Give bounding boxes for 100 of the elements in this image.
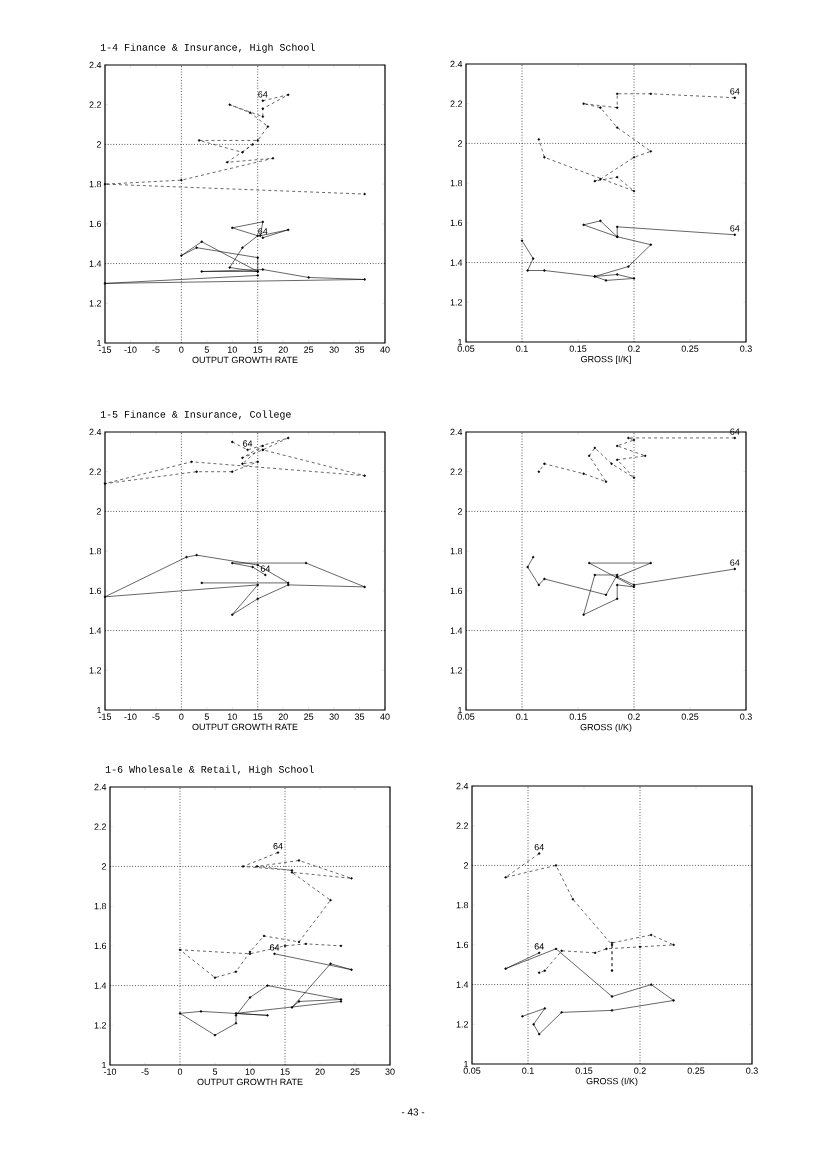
x-axis-title: GROSS [I/K]	[581, 355, 631, 365]
x-tick-label: 5	[204, 346, 209, 353]
x-tick-label: 0.3	[740, 713, 752, 720]
x-tick-label: 0	[177, 1068, 183, 1075]
y-tick-label: 2	[101, 863, 107, 870]
annotation: 64	[260, 565, 271, 572]
x-tick-label: -5	[141, 1068, 149, 1075]
annotation: 64	[730, 225, 740, 232]
x-tick-label: 40	[380, 346, 390, 353]
y-tick-label: 1.6	[456, 941, 469, 949]
x-tick-label: 0.1	[516, 345, 528, 352]
y-tick-label: 1.6	[89, 587, 102, 595]
y-tick-label: 2.4	[456, 782, 469, 790]
y-tick-label: 1.4	[456, 981, 469, 988]
y-tick-label: 1.8	[89, 547, 102, 555]
y-tick-label: 1.2	[89, 300, 102, 307]
x-axis-title: OUTPUT GROWTH RATE	[192, 723, 298, 731]
x-tick-label: 10	[227, 346, 237, 353]
x-tick-label: 15	[253, 713, 263, 720]
x-tick-label: 15	[253, 346, 263, 353]
x-tick-label: 0.2	[628, 345, 640, 352]
y-tick-label: 2	[96, 508, 102, 515]
y-tick-label: 2	[96, 141, 102, 148]
y-tick-label: 2.4	[89, 61, 102, 69]
annotation: 64	[243, 440, 253, 447]
annotation: 64	[258, 91, 268, 98]
annotation: 64	[258, 228, 268, 235]
x-tick-label: 0.05	[457, 713, 475, 720]
y-tick-label: 1	[458, 338, 463, 346]
x-tick-label: 5	[212, 1068, 218, 1075]
x-tick-label: 0.05	[463, 1067, 481, 1074]
x-tick-label: 35	[354, 346, 365, 353]
x-tick-label: 0.15	[569, 345, 587, 352]
x-axis-title: GROSS (I/K)	[586, 1077, 638, 1087]
x-axis-title: OUTPUT GROWTH RATE	[192, 356, 298, 364]
x-tick-label: 0.1	[522, 1067, 534, 1074]
y-tick-label: 1	[458, 706, 463, 714]
y-tick-label: 2	[463, 862, 469, 869]
x-tick-label: -15	[98, 713, 112, 720]
x-tick-label: 25	[304, 713, 314, 720]
x-tick-label: 25	[304, 346, 314, 353]
y-tick-label: 2.2	[450, 100, 463, 107]
y-tick-label: 2	[457, 508, 463, 515]
y-tick-label: 1.2	[450, 299, 463, 306]
x-tick-label: -10	[124, 346, 137, 353]
y-tick-label: 1.8	[450, 179, 463, 187]
annotation: 64	[730, 559, 740, 566]
y-tick-label: 1.8	[450, 547, 463, 555]
y-tick-label: 1.2	[456, 1021, 469, 1028]
x-tick-label: 0.15	[569, 713, 587, 720]
x-tick-label: 0.1	[516, 713, 528, 720]
y-tick-label: 2.4	[94, 783, 107, 791]
x-tick-label: -10	[124, 713, 137, 720]
y-tick-label: 2.4	[89, 428, 102, 436]
x-tick-label: 20	[278, 346, 288, 353]
text: - 43 -	[401, 1108, 425, 1116]
x-tick-label: 0.25	[687, 1067, 705, 1074]
y-tick-label: 1.2	[94, 1022, 107, 1029]
x-tick-label: 10	[245, 1068, 255, 1075]
x-tick-label: 20	[315, 1068, 325, 1075]
x-tick-label: -5	[152, 713, 160, 720]
chart-title: 1-6 Wholesale & Retail, High School	[105, 765, 314, 775]
y-tick-label: 2.2	[94, 823, 107, 830]
x-tick-label: 35	[354, 713, 365, 720]
y-tick-label: 2	[457, 140, 463, 147]
y-tick-label: 1	[97, 339, 102, 347]
x-tick-label: 0.2	[628, 713, 640, 720]
x-tick-label: -10	[103, 1068, 117, 1075]
x-tick-label: 10	[227, 713, 237, 720]
y-tick-label: 1.4	[89, 260, 102, 267]
annotation: 64	[730, 88, 740, 95]
y-tick-label: 1.6	[450, 219, 463, 227]
x-tick-label: 5	[204, 713, 209, 720]
x-tick-label: -15	[98, 346, 112, 353]
y-tick-label: 2.4	[450, 60, 463, 68]
y-tick-label: 1.6	[94, 942, 107, 950]
x-tick-label: -5	[152, 346, 160, 353]
x-tick-label: 20	[278, 713, 288, 720]
y-tick-label: 1	[97, 706, 102, 714]
y-tick-label: 1.4	[94, 982, 107, 989]
y-tick-label: 1	[464, 1060, 469, 1068]
y-tick-label: 2.2	[89, 101, 102, 108]
x-tick-label: 40	[380, 713, 390, 720]
annotation: 64	[269, 944, 280, 951]
x-tick-label: 30	[329, 713, 339, 720]
y-tick-label: 1	[102, 1061, 107, 1069]
annotation: 64	[730, 428, 740, 435]
x-tick-label: 0.25	[681, 713, 699, 720]
x-axis-title: GROSS (I/K)	[580, 723, 632, 733]
y-tick-label: 1.2	[450, 667, 463, 674]
y-tick-label: 1.2	[89, 667, 102, 674]
x-tick-label: 25	[350, 1068, 360, 1075]
annotation: 64	[273, 842, 283, 850]
y-tick-label: 1.6	[450, 587, 463, 595]
x-tick-label: 0	[179, 346, 184, 353]
annotation: 64	[534, 943, 544, 950]
y-tick-label: 2.4	[450, 428, 463, 436]
x-tick-label: 0.3	[740, 345, 752, 352]
x-tick-label: 0.2	[634, 1067, 646, 1074]
x-tick-label: 0.15	[575, 1067, 593, 1074]
